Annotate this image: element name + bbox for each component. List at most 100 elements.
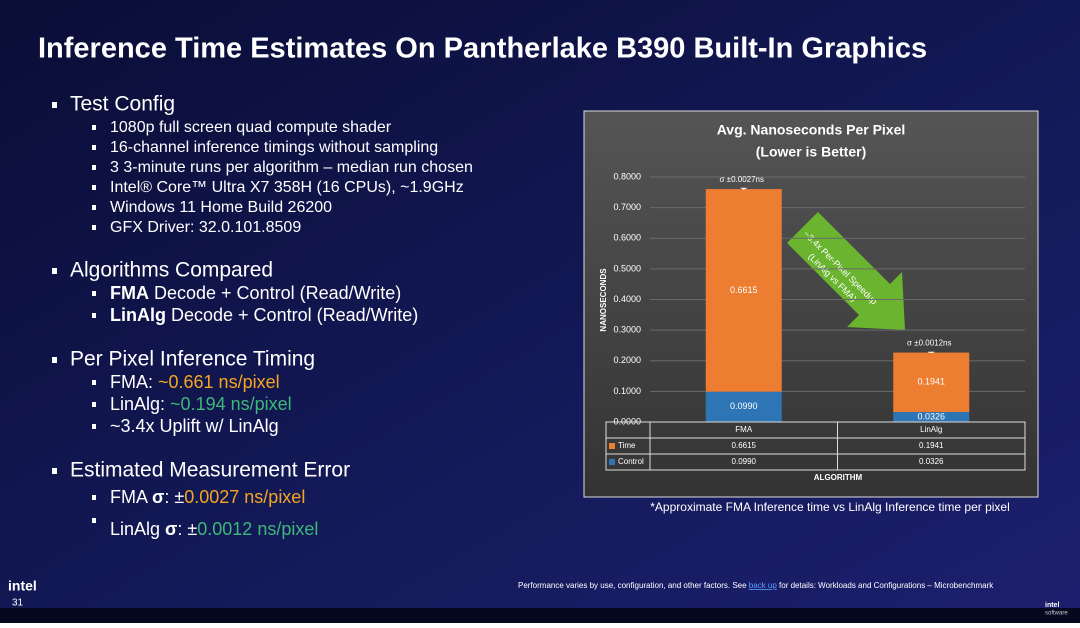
- text-segment: 0.0012 ns/pixel: [197, 519, 318, 539]
- text-segment: : ±: [177, 519, 197, 539]
- bar-segment: [705, 189, 782, 392]
- text-segment: FMA:: [110, 372, 158, 392]
- text-segment: 0.0027 ns/pixel: [184, 487, 305, 507]
- text-segment: LinAlg: [110, 519, 165, 539]
- bottom-strip: [0, 608, 1080, 623]
- bullet: [92, 518, 96, 523]
- text-segment: Windows 11 Home Build 26200: [110, 199, 332, 216]
- text-segment: LinAlg:: [110, 394, 170, 414]
- text-segment: Decode + Control (Read/Write): [149, 283, 401, 303]
- bullet: [92, 402, 96, 407]
- bullet-item: Windows 11 Home Build 26200: [110, 199, 332, 216]
- speedup-arrow: [787, 212, 905, 330]
- legend-label: Time: [618, 441, 636, 450]
- corner-logo: intel: [1045, 602, 1059, 609]
- y-tick-label: 0.5000: [613, 263, 641, 273]
- bullet: [92, 380, 96, 385]
- value-label: 0.0990: [730, 401, 758, 411]
- y-tick-label: 0.3000: [613, 325, 641, 335]
- bullet: [92, 495, 96, 500]
- y-tick-label: 0.0000: [613, 416, 641, 426]
- text-segment: : ±: [164, 487, 184, 507]
- bullet: [52, 468, 57, 474]
- bullet: [92, 291, 96, 296]
- bullet-item: 3 3-minute runs per algorithm – median r…: [110, 159, 473, 176]
- text-segment: ~0.194 ns/pixel: [170, 394, 292, 414]
- legend-swatch: [609, 443, 615, 449]
- section-heading: Algorithms Compared: [70, 259, 273, 282]
- text-segment: Decode + Control (Read/Write): [166, 305, 418, 325]
- logo: intel: [8, 578, 37, 594]
- bullet-item: LinAlg: ~0.194 ns/pixel: [110, 394, 292, 414]
- bullet-item: 16-channel inference timings without sam…: [110, 139, 438, 156]
- bar-segment: [893, 412, 970, 422]
- corner-logo: software: [1045, 611, 1068, 617]
- bar-segment: [705, 391, 782, 422]
- bullet: [92, 125, 96, 130]
- y-tick-label: 0.7000: [613, 202, 641, 212]
- footer-text: for details: Workloads and Configuration…: [777, 581, 994, 590]
- bullet-item: FMA σ: ±0.0027 ns/pixel: [110, 487, 305, 507]
- bullet: [52, 357, 57, 363]
- bullet: [52, 268, 57, 274]
- table-value: 0.6615: [732, 441, 757, 450]
- legend-label: Control: [618, 457, 644, 466]
- value-label: 0.1941: [917, 377, 945, 387]
- text-segment: 16-channel inference timings without sam…: [110, 139, 438, 156]
- section-heading: Estimated Measurement Error: [70, 459, 350, 482]
- text-segment: FMA: [110, 283, 149, 303]
- bullet: [92, 165, 96, 170]
- footer: Performance varies by use, configuration…: [518, 581, 994, 590]
- text-segment: σ: [165, 519, 177, 539]
- table-value: 0.0990: [732, 457, 757, 466]
- bullet: [52, 102, 57, 108]
- text-segment: FMA: [110, 487, 152, 507]
- chart-title: Avg. Nanoseconds Per Pixel: [717, 122, 906, 138]
- legend-swatch: [609, 459, 615, 465]
- bullet-item: LinAlg Decode + Control (Read/Write): [110, 305, 418, 325]
- table-value: 0.0326: [919, 457, 944, 466]
- y-tick-label: 0.4000: [613, 294, 641, 304]
- bullet: [92, 313, 96, 318]
- text-segment: 1080p full screen quad compute shader: [110, 119, 392, 136]
- table: [605, 421, 1026, 471]
- bullet: [92, 185, 96, 190]
- footer-link[interactable]: back up: [749, 581, 778, 590]
- error-label: σ ±0.0027ns: [720, 175, 764, 184]
- chart-subtitle: (Lower is Better): [756, 144, 866, 160]
- text-segment: 3 3-minute runs per algorithm – median r…: [110, 159, 473, 176]
- slide-title: Inference Time Estimates On Pantherlake …: [38, 33, 927, 65]
- text-segment: σ: [152, 487, 164, 507]
- x-tick-label: FMA: [735, 425, 753, 434]
- bullet-item: 1080p full screen quad compute shader: [110, 119, 392, 136]
- bullet-item: Intel® Core™ Ultra X7 358H (16 CPUs), ~1…: [110, 179, 464, 196]
- text-segment: LinAlg: [110, 305, 166, 325]
- text-segment: GFX Driver: 32.0.101.8509: [110, 219, 301, 236]
- bullet: [92, 205, 96, 210]
- bullet-item: LinAlg σ: ±0.0012 ns/pixel: [110, 519, 318, 539]
- bullet: [92, 225, 96, 230]
- y-tick-label: 0.1000: [613, 386, 641, 396]
- error-label: σ ±0.0012ns: [907, 339, 951, 348]
- chart-frame: [583, 110, 1039, 498]
- footnote: *Approximate FMA Inference time vs LinAl…: [650, 500, 1010, 514]
- section-heading: Per Pixel Inference Timing: [70, 348, 315, 371]
- y-tick-label: 0.2000: [613, 355, 641, 365]
- value-label: 0.6615: [730, 285, 758, 295]
- bar-segment: [893, 352, 970, 413]
- text-segment: Intel® Core™ Ultra X7 358H (16 CPUs), ~1…: [110, 179, 464, 196]
- x-axis-label: ALGORITHM: [814, 473, 863, 482]
- value-label: 0.0326: [917, 411, 945, 421]
- text-segment: ~3.4x Uplift w/ LinAlg: [110, 416, 279, 436]
- bullet: [92, 145, 96, 150]
- y-tick-label: 0.6000: [613, 233, 641, 243]
- text-segment: ~0.661 ns/pixel: [158, 372, 280, 392]
- bullet-item: FMA: ~0.661 ns/pixel: [110, 372, 280, 392]
- x-tick-label: LinAlg: [920, 425, 942, 434]
- bullet-item: GFX Driver: 32.0.101.8509: [110, 219, 301, 236]
- bullet-item: FMA Decode + Control (Read/Write): [110, 283, 401, 303]
- bullet: [92, 424, 96, 429]
- y-axis-label: NANOSECONDS: [599, 268, 608, 332]
- footer-text: Performance varies by use, configuration…: [518, 581, 749, 590]
